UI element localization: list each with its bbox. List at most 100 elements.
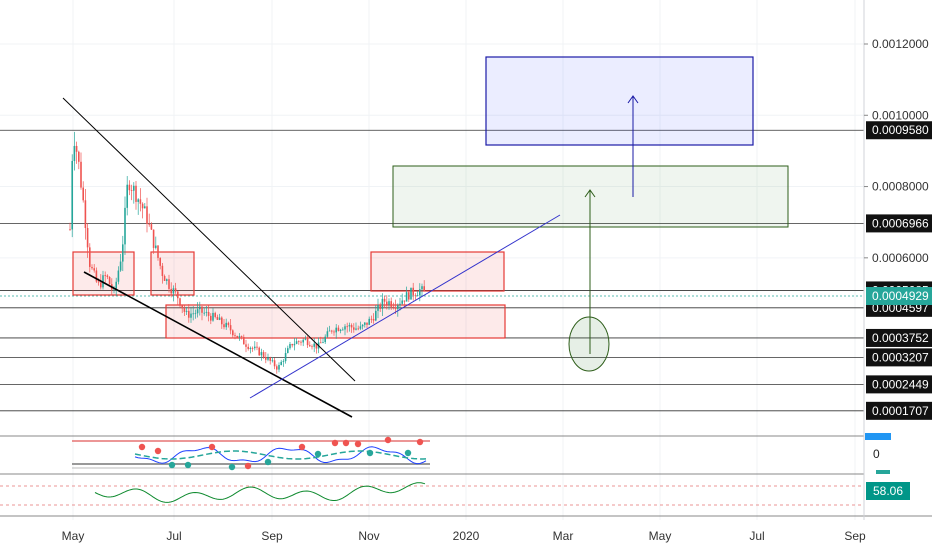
candle-body (278, 364, 280, 370)
candle-body (256, 346, 258, 348)
candle-body (304, 338, 307, 340)
candle-body (414, 295, 417, 297)
candle-body (372, 318, 375, 321)
candle-body (196, 309, 199, 314)
candle-body (408, 292, 410, 300)
red-zone-left-middle[interactable] (150, 251, 195, 296)
candle-body (335, 327, 337, 333)
candle-body (313, 343, 315, 347)
candle-body (133, 185, 135, 191)
candle-body (91, 266, 93, 269)
candle-body (302, 339, 304, 343)
oscillator-signal-dot (384, 436, 392, 444)
green-up-arrow[interactable] (584, 189, 596, 354)
candle-body (104, 275, 106, 277)
candle-body (421, 286, 423, 290)
candle-body (397, 305, 399, 310)
candle-body (229, 325, 232, 331)
indicator-2-value-box (866, 482, 910, 500)
candle-body (271, 360, 274, 362)
candle-body (282, 361, 285, 362)
candle-body (148, 223, 150, 225)
candle-body (276, 366, 278, 370)
candle-body (95, 270, 98, 282)
time-tick-label: 2020 (453, 529, 480, 543)
candle-body (161, 265, 164, 277)
candle-body (89, 247, 91, 267)
candle-body (423, 286, 425, 291)
candle-body (73, 145, 76, 161)
red-zone-bottom[interactable] (165, 304, 506, 339)
candle-body (333, 331, 335, 333)
candle-body (386, 301, 388, 305)
time-axis[interactable]: May Jul Sep Nov 2020 Mar May Jul Sep (62, 529, 866, 543)
candle-body (394, 307, 397, 310)
candle-body (405, 292, 408, 302)
candle-body (284, 352, 287, 362)
candle-body (298, 341, 300, 343)
candle-body (69, 229, 71, 231)
candle-body (401, 300, 403, 304)
candle-body (108, 277, 111, 285)
green-ellipse-marker[interactable] (568, 316, 610, 372)
red-zone-right[interactable] (370, 251, 505, 292)
candle-body (243, 336, 245, 345)
candle-body (295, 341, 298, 344)
indicator-1-teal-marker (876, 470, 890, 474)
time-tick-label: Jul (166, 529, 181, 543)
oscillator-signal-dot (228, 463, 236, 471)
candle-body (364, 322, 366, 325)
candle-body (135, 185, 137, 202)
blue-target-zone[interactable] (485, 56, 754, 146)
price-candles (69, 131, 425, 374)
time-tick-label: Sep (844, 529, 866, 543)
candle-body (412, 287, 414, 296)
candle-body (368, 318, 370, 325)
candle-body (245, 344, 247, 347)
blue-up-arrow[interactable] (627, 95, 639, 197)
falling-resistance-line[interactable] (62, 97, 356, 382)
candle-body (355, 328, 357, 330)
candle-body (163, 276, 166, 281)
candle-body (326, 331, 329, 337)
candle-body (181, 305, 183, 309)
price-axis-ticks[interactable]: 0.0012000 0.0010000 0.0008000 0.0006000 (864, 37, 929, 265)
candle-body (117, 270, 120, 282)
price-axis-labels[interactable]: 0.00095800.00069660.00050850.00045970.00… (866, 121, 932, 420)
candle-body (311, 346, 313, 348)
candle-body (144, 206, 146, 209)
candle-body (139, 199, 142, 204)
candle-body (390, 301, 392, 307)
candle-body (207, 311, 210, 316)
candle-body (218, 317, 221, 320)
candle-body (188, 310, 190, 318)
price-label-box (866, 121, 932, 140)
candle-body (300, 341, 302, 343)
price-label-text: 0.0003207 (872, 350, 929, 364)
candle-body (115, 281, 117, 289)
candle-body (379, 304, 381, 309)
candle-body (78, 151, 80, 162)
candle-body (260, 352, 263, 356)
time-tick-label: Nov (358, 529, 379, 543)
candle-body (320, 342, 322, 344)
candle-body (309, 345, 311, 347)
falling-support-line[interactable] (83, 271, 353, 418)
candle-body (291, 344, 293, 346)
candle-body (416, 295, 419, 296)
red-zone-top-left[interactable] (72, 251, 135, 296)
candle-body (225, 322, 227, 328)
oscillator-signal-dot (354, 440, 362, 448)
candle-body (375, 310, 377, 321)
oscillator-signal-dot (342, 439, 350, 447)
candle-body (106, 275, 109, 278)
oscillator-signal-dot (168, 461, 176, 469)
price-tick-label: 0.0012000 (872, 37, 929, 51)
rising-trendline[interactable] (249, 214, 561, 399)
candle-body (97, 281, 100, 283)
candle-body (183, 308, 186, 312)
candle-body (71, 160, 73, 230)
candle-body (155, 245, 157, 248)
oscillator-signal-dot (416, 438, 424, 446)
